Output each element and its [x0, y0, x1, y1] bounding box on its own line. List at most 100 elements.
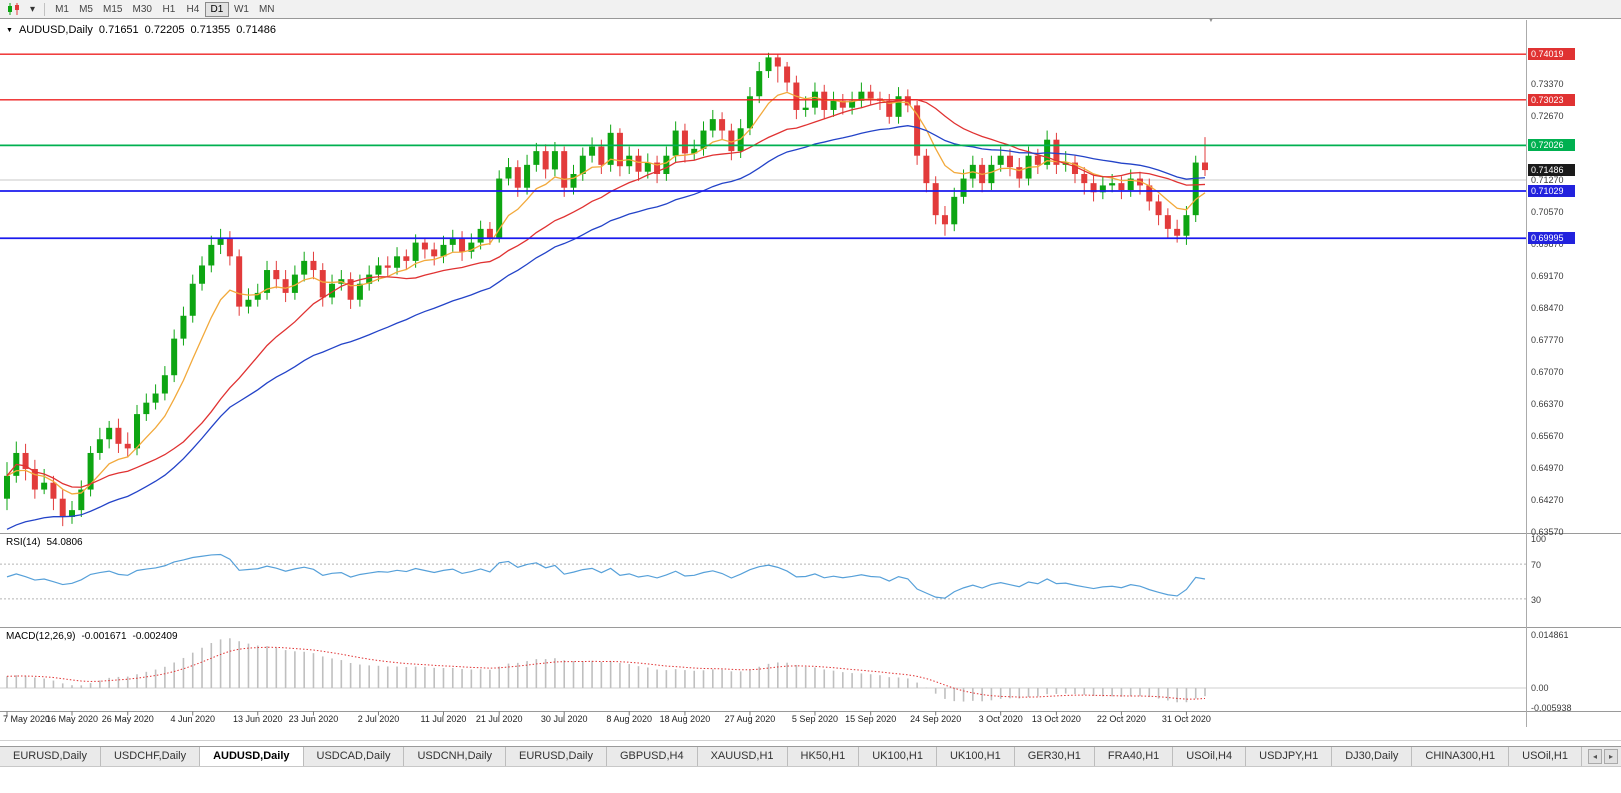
- chart-title: ▼ AUDUSD,Daily 0.71651 0.72205 0.71355 0…: [6, 24, 276, 36]
- timeframe-button-d1[interactable]: D1: [204, 1, 229, 17]
- candle-body: [347, 279, 354, 300]
- tabs-scroll-right-icon[interactable]: ▸: [1604, 749, 1618, 764]
- chart-tab-usdcad-daily[interactable]: USDCAD,Daily: [303, 747, 405, 766]
- candle-body: [1053, 139, 1060, 165]
- candle-body: [226, 238, 233, 257]
- price-axis-label: 0.64270: [1531, 495, 1564, 506]
- candle-body: [533, 151, 540, 165]
- date-label: 24 Sep 2020: [910, 714, 962, 724]
- chart-tab-uk100-h1[interactable]: UK100,H1: [859, 747, 937, 766]
- candle-body: [124, 443, 131, 449]
- date-label: 5 Sep 2020: [791, 714, 838, 724]
- date-label: 22 Oct 2020: [1096, 714, 1146, 724]
- chart-tab-xauusd-h1[interactable]: XAUUSD,H1: [697, 747, 788, 766]
- candle-body: [459, 238, 466, 252]
- rsi-line: [6, 553, 1206, 599]
- timeframe-button-m30[interactable]: M30: [127, 2, 156, 17]
- price-axis-label: 0.67070: [1531, 367, 1564, 378]
- date-label: 27 Aug 2020: [724, 714, 776, 724]
- candle-body: [598, 146, 605, 165]
- timeframe-button-m15[interactable]: M15: [98, 2, 127, 17]
- ohlc-close: 0.71486: [236, 24, 276, 36]
- candle-body: [914, 105, 921, 156]
- chart-tab-ger30-h1[interactable]: GER30,H1: [1014, 747, 1095, 766]
- timeframe-button-mn[interactable]: MN: [254, 2, 280, 17]
- macd-signal-value: -0.002409: [132, 631, 178, 642]
- candle-body: [199, 265, 206, 284]
- candle-body: [988, 164, 995, 184]
- date-label: 3 Oct 2020: [978, 714, 1023, 724]
- candle-body: [161, 375, 168, 394]
- chart-tab-hk50-h1[interactable]: HK50,H1: [787, 747, 860, 766]
- candle-body: [106, 427, 113, 440]
- tabs-scroll-left-icon[interactable]: ◂: [1588, 749, 1602, 764]
- chart-shift-marker-icon[interactable]: ▼: [1207, 15, 1215, 24]
- chart-tab-audusd-daily[interactable]: AUDUSD,Daily: [200, 747, 304, 766]
- chart-type-dropdown-icon[interactable]: ▾: [26, 1, 39, 17]
- macd-axis-label: 0.00: [1531, 683, 1549, 694]
- timeframe-button-m5[interactable]: M5: [74, 2, 98, 17]
- ma-line-20: [6, 98, 1206, 488]
- chart-tab-usoil-h4[interactable]: USOil,H4: [1173, 747, 1247, 766]
- chart-tab-gbpusd-h4[interactable]: GBPUSD,H4: [607, 747, 698, 766]
- chart-tab-usoil-h1[interactable]: USOil,H1: [1509, 747, 1582, 766]
- candle-body: [1034, 155, 1041, 165]
- chart-tab-uk100-h1[interactable]: UK100,H1: [936, 747, 1015, 766]
- candle-body: [1090, 183, 1097, 193]
- ohlc-low: 0.71355: [190, 24, 231, 36]
- timeframe-button-h4[interactable]: H4: [181, 2, 205, 17]
- candle-body: [663, 155, 670, 174]
- candle-body: [254, 292, 261, 300]
- candle-body: [375, 265, 382, 275]
- candle-body: [849, 100, 856, 108]
- candle-body: [449, 238, 456, 245]
- candle-body: [1192, 162, 1199, 216]
- date-label: 18 Aug 2020: [659, 714, 711, 724]
- tab-scroll-controls: ◂ ▸: [1585, 747, 1621, 766]
- candle-body: [4, 475, 10, 499]
- candle-body: [486, 228, 493, 239]
- candle-body: [570, 173, 577, 188]
- candle-body: [700, 130, 707, 149]
- price-badge: 0.73023: [1528, 93, 1575, 106]
- chart-tab-fra40-h1[interactable]: FRA40,H1: [1094, 747, 1174, 766]
- timeframe-button-m1[interactable]: M1: [50, 2, 74, 17]
- candle-body: [152, 393, 159, 403]
- chart-tab-usdcnh-daily[interactable]: USDCNH,Daily: [404, 747, 507, 766]
- ma-line-8: [6, 91, 1206, 495]
- candle-body: [886, 100, 893, 117]
- chart-type-button[interactable]: [3, 1, 25, 17]
- candle-body: [1174, 228, 1181, 236]
- timeframe-button-w1[interactable]: W1: [229, 2, 254, 17]
- candle-body: [384, 265, 391, 268]
- candle-body: [245, 299, 252, 307]
- chart-tabs-bar: EURUSD,Daily USDCHF,Daily AUDUSD,Daily USDC…: [0, 746, 1621, 767]
- ma-line-34: [6, 125, 1206, 530]
- candle-body: [440, 244, 447, 257]
- candle-body: [691, 148, 698, 154]
- price-axis-label: 0.72670: [1531, 110, 1564, 121]
- ohlc-high: 0.72205: [144, 24, 185, 36]
- candle-body: [22, 452, 29, 469]
- candle-body: [403, 256, 410, 261]
- chart-tab-usdjpy-h1[interactable]: USDJPY,H1: [1246, 747, 1333, 766]
- rsi-axis-label: 100: [1531, 534, 1547, 544]
- window-menu-icon[interactable]: ▼: [6, 26, 13, 34]
- price-axis-label: 0.64970: [1531, 463, 1564, 474]
- candle-body: [496, 178, 503, 239]
- candle-body: [1081, 173, 1088, 184]
- timeframe-buttons: M1 M5 M15 M30 H1 H4 D1 W1 MN: [50, 1, 280, 17]
- candle-body: [282, 279, 289, 293]
- date-label: 8 Aug 2020: [606, 714, 652, 724]
- chart-tab-dj30-daily[interactable]: DJ30,Daily: [1332, 747, 1413, 766]
- chart-tab-usdchf-daily[interactable]: USDCHF,Daily: [100, 747, 201, 766]
- candle-body: [217, 238, 224, 245]
- chart-tab-eurusd-daily[interactable]: EURUSD,Daily: [506, 747, 607, 766]
- chart-tab-eurusd-daily[interactable]: EURUSD,Daily: [0, 747, 101, 766]
- candle-body: [802, 107, 809, 110]
- candle-body: [719, 119, 726, 131]
- chart-tab-china300-h1[interactable]: CHINA300,H1: [1412, 747, 1510, 766]
- candle-body: [50, 482, 57, 499]
- timeframe-button-h1[interactable]: H1: [157, 2, 181, 17]
